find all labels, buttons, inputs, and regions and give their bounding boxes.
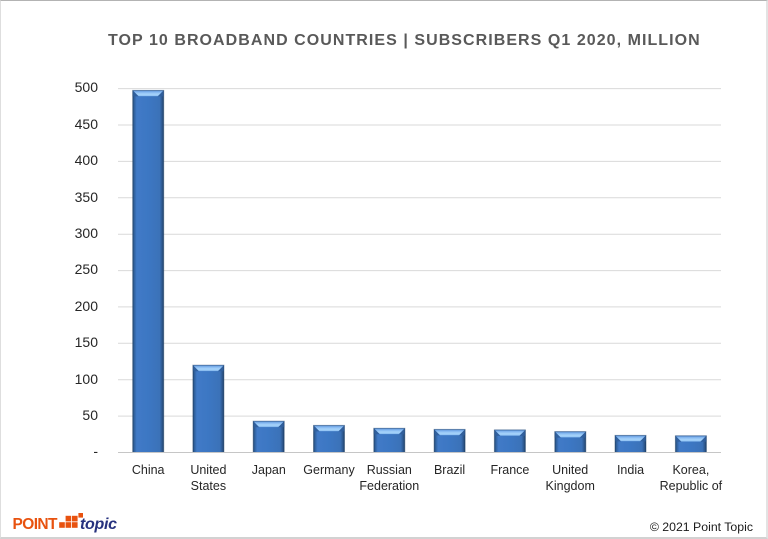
- svg-text:topic: topic: [80, 516, 117, 533]
- svg-text:POINT: POINT: [13, 516, 58, 533]
